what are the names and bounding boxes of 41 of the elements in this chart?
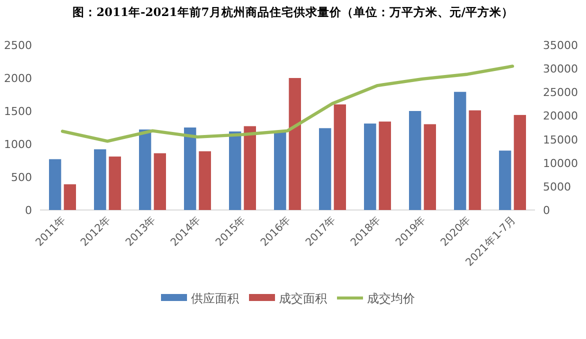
bar <box>454 92 466 210</box>
bar <box>424 124 436 210</box>
legend-label: 成交均价 <box>367 292 415 306</box>
bar <box>139 129 152 210</box>
y2-tick-label: 15000 <box>543 133 578 146</box>
y-tick-label: 0 <box>25 204 32 217</box>
bar <box>94 149 106 210</box>
bar <box>364 124 376 210</box>
bar <box>378 122 391 210</box>
legend-label: 成交面积 <box>279 292 327 306</box>
chart-title: 图：2011年-2021年前7月杭州商品住宅供求量价（单位：万平方米、元/平方米） <box>72 5 514 19</box>
y2-tick-label: 20000 <box>543 110 578 123</box>
bar <box>499 150 512 210</box>
line-series <box>60 64 514 143</box>
bar <box>229 131 242 210</box>
bar <box>409 111 422 210</box>
y2-tick-label: 30000 <box>543 62 578 76</box>
y-tick-label: 2500 <box>4 39 32 52</box>
y2-tick-label: 10000 <box>543 156 578 170</box>
bar <box>319 128 332 210</box>
bar <box>184 128 196 210</box>
y-tick-label: 500 <box>11 171 32 184</box>
bar <box>288 78 301 210</box>
bar <box>64 184 76 210</box>
bar <box>49 159 62 210</box>
y2-tick-label: 5000 <box>543 180 571 194</box>
bar <box>198 151 211 210</box>
y-tick-label: 1500 <box>4 105 32 118</box>
bar <box>334 104 346 210</box>
bar <box>514 114 526 210</box>
bar <box>154 153 166 210</box>
bar <box>274 130 286 210</box>
y2-tick-label: 25000 <box>543 86 578 100</box>
y-tick-label: 2000 <box>4 72 32 85</box>
y2-tick-label: 0 <box>543 204 550 217</box>
legend-label: 供应面积 <box>191 292 239 306</box>
y2-tick-label: 35000 <box>543 39 578 52</box>
bar <box>244 126 256 210</box>
bar <box>468 110 481 210</box>
bar <box>108 156 121 210</box>
y-tick-label: 1000 <box>4 138 32 151</box>
